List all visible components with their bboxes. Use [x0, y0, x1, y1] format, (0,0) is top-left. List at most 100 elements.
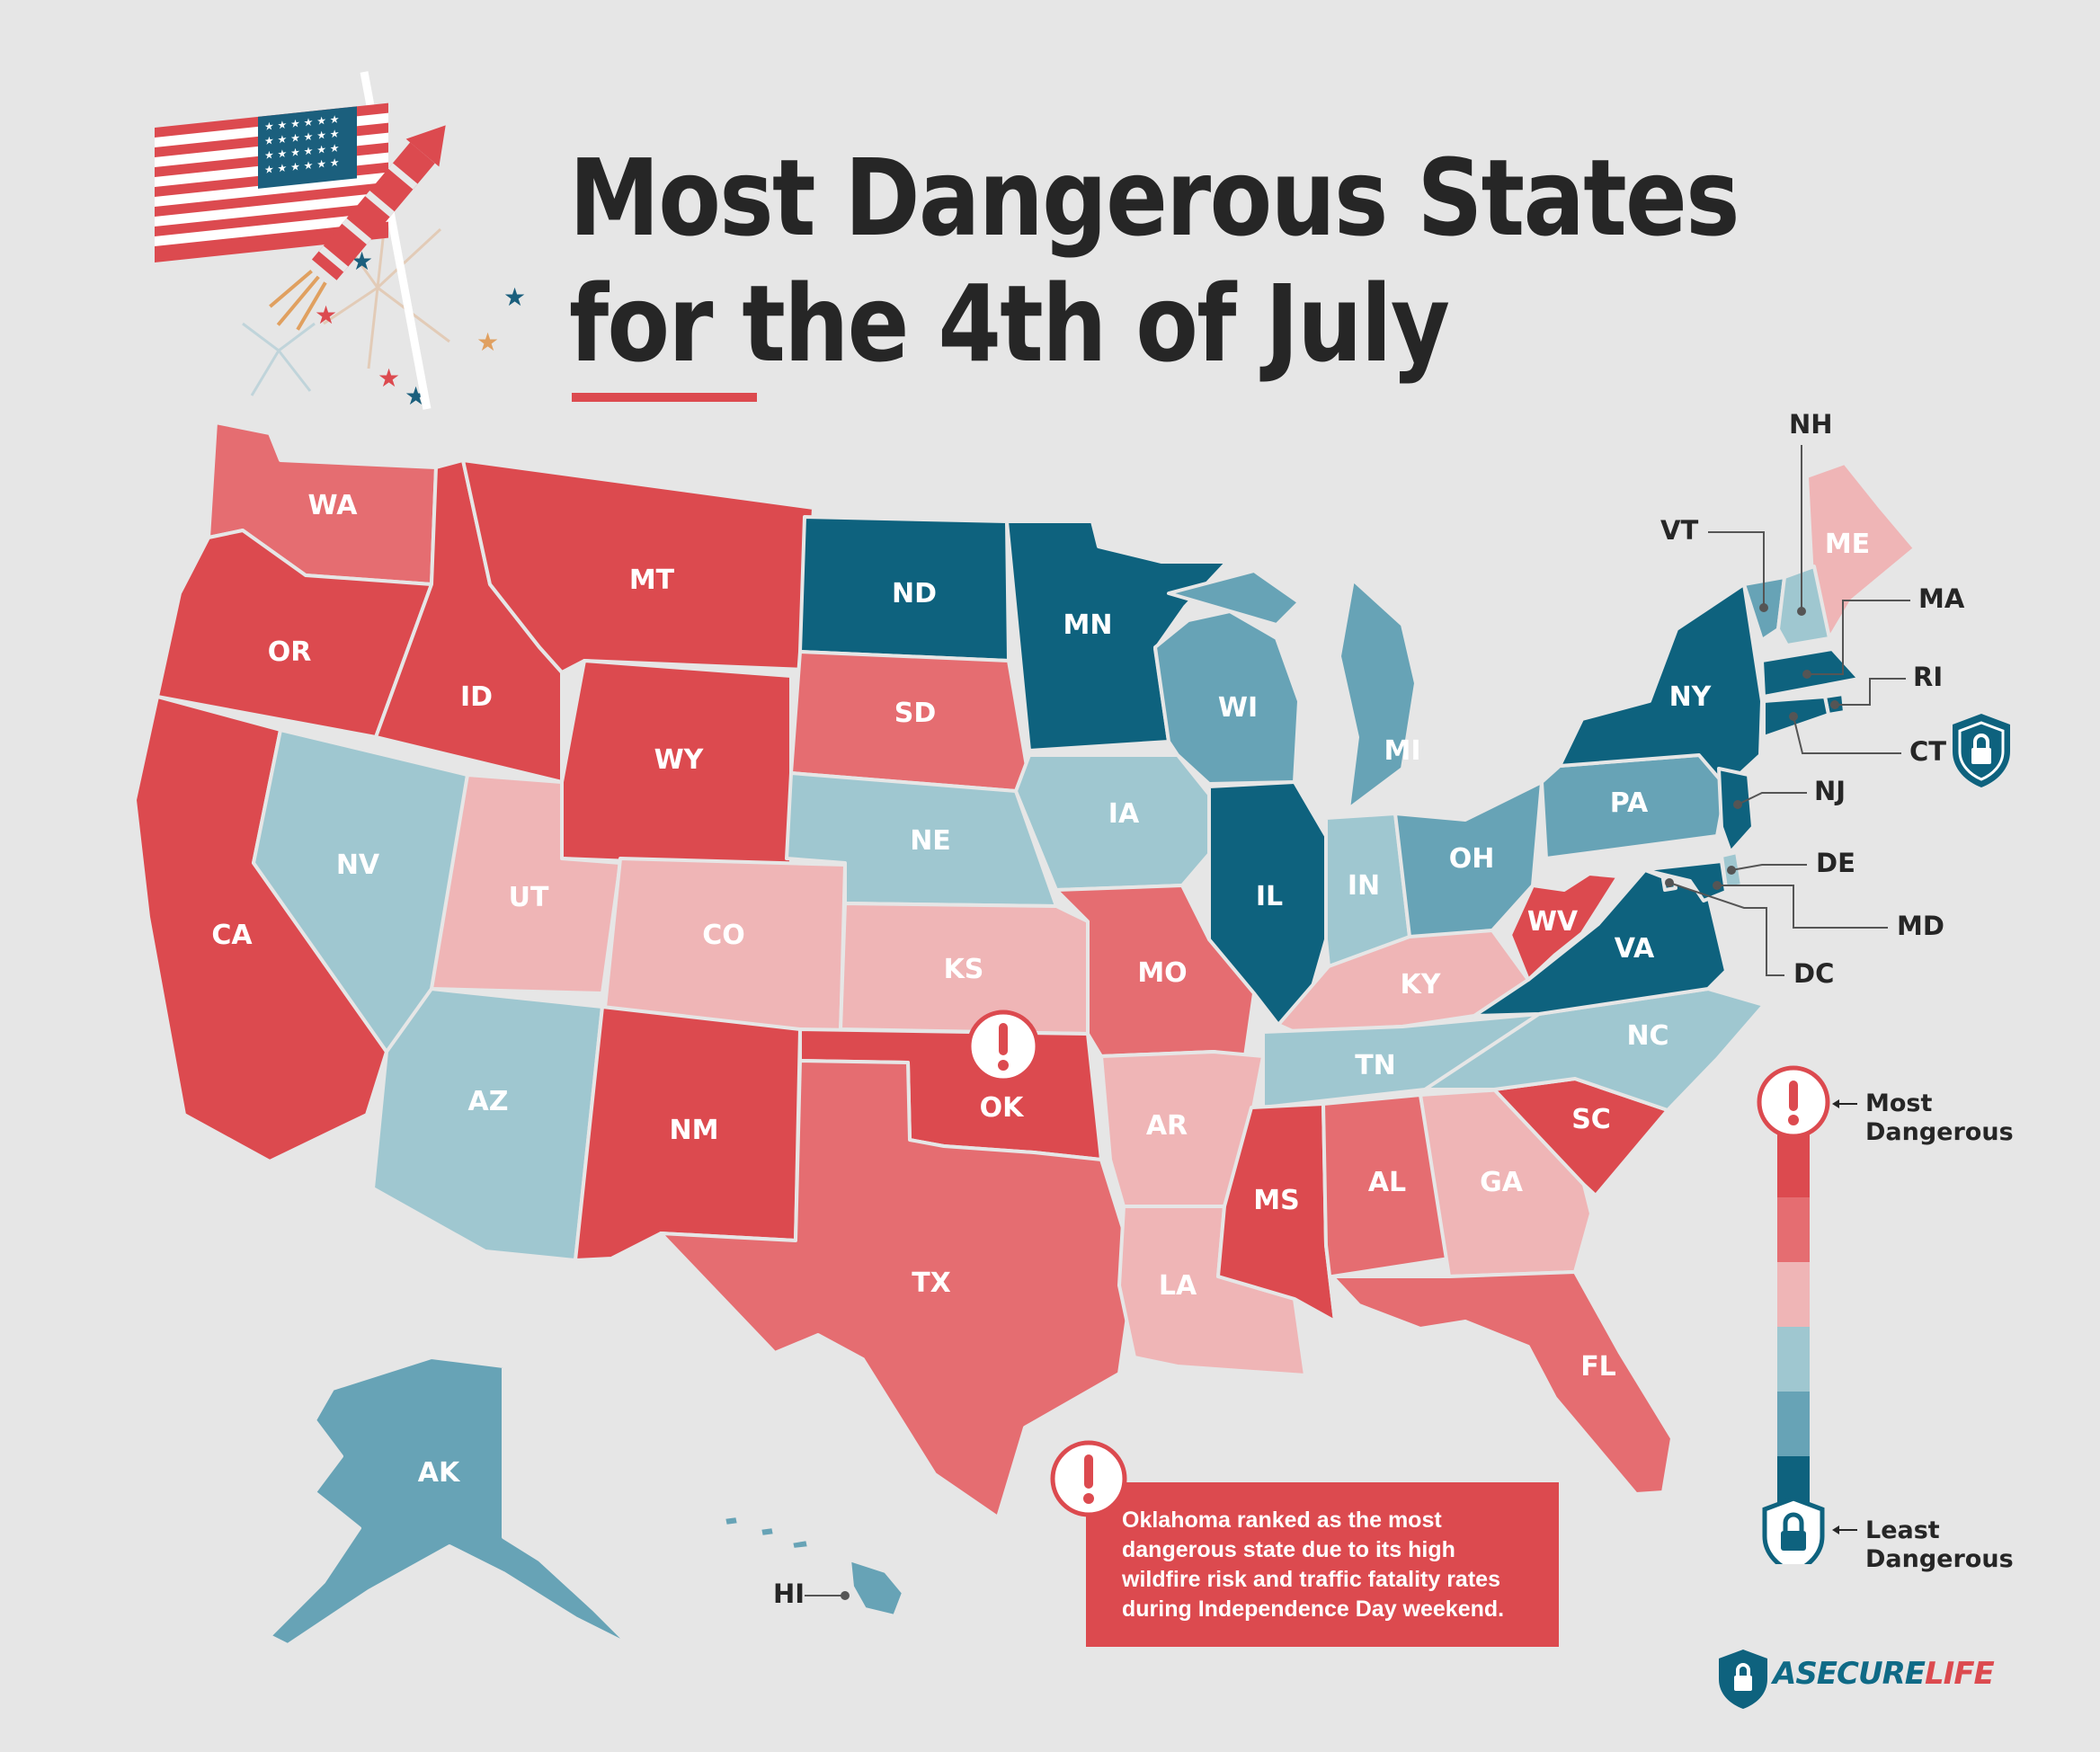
state-label-md: MD: [1897, 911, 1944, 941]
svg-text:★: ★: [476, 327, 499, 357]
legend-lock-shield-icon: [1762, 1496, 1825, 1564]
state-label-nc: NC: [1626, 1020, 1668, 1052]
state-label-mn: MN: [1063, 609, 1113, 641]
state-label-ny: NY: [1669, 681, 1713, 713]
leader-dot-md: [1713, 881, 1722, 890]
legend-arrow-icons: [1832, 1099, 1857, 1534]
state-label-ok: OK: [980, 1092, 1026, 1124]
brand-lock-shield-icon: [1719, 1650, 1767, 1709]
decoration: ★ ★ ★ ★ ★ ★ ★ ★ ★ ★ ★ ★★ ★ ★ ★ ★ ★ ★ ★ ★…: [155, 71, 526, 411]
state-label-ca: CA: [211, 920, 253, 951]
state-label-va: VA: [1615, 933, 1655, 965]
state-label-ks: KS: [944, 954, 984, 985]
state-label-ky: KY: [1401, 969, 1442, 1001]
state-label-ia: IA: [1108, 798, 1140, 830]
state-label-wa: WA: [308, 490, 359, 521]
legend-scale: [1757, 1065, 1830, 1564]
state-label-wi: WI: [1218, 692, 1258, 724]
leader-dot-vt: [1759, 603, 1768, 612]
title-line-2: for the 4th of July: [569, 262, 1450, 386]
state-label-mo: MO: [1137, 957, 1187, 989]
state-label-ri: RI: [1913, 662, 1943, 692]
state-label-vt: VT: [1660, 515, 1698, 546]
state-label-mt: MT: [629, 565, 675, 596]
legend-most-label: Most Dangerous: [1865, 1089, 2014, 1146]
state-label-pa: PA: [1610, 787, 1649, 819]
state-label-wv: WV: [1527, 906, 1579, 938]
leader-line-dc: [1668, 882, 1784, 976]
leader-dot-nj: [1733, 800, 1742, 809]
state-label-id: ID: [460, 681, 493, 713]
fireworks-burst-icon: [242, 206, 450, 396]
state-label-or: OR: [268, 636, 312, 668]
leader-line-ri: [1835, 678, 1906, 706]
state-label-nh: NH: [1789, 409, 1833, 440]
state-nh: [1776, 565, 1831, 647]
callout-text: Oklahoma ranked as the most dangerous st…: [1122, 1507, 1505, 1622]
legend-bar-level-3: [1777, 1262, 1810, 1327]
leader-line-md: [1717, 885, 1888, 929]
leader-dot-dc: [1665, 878, 1674, 887]
svg-text:★: ★: [378, 363, 400, 393]
leader-dot-ma: [1802, 670, 1811, 679]
state-wv: [1508, 872, 1620, 982]
state-label-ne: NE: [910, 825, 951, 857]
state-md: [1621, 859, 1728, 903]
state-mi: [1167, 569, 1418, 811]
leader-line-de: [1731, 864, 1807, 871]
legend-bar-level-4: [1777, 1327, 1810, 1392]
leader-line-ma: [1807, 600, 1910, 675]
leader-line-ct: [1793, 716, 1901, 754]
leader-dot-hi: [841, 1591, 850, 1600]
state-label-al: AL: [1368, 1167, 1406, 1198]
state-label-ar: AR: [1146, 1110, 1188, 1142]
state-label-co: CO: [702, 920, 745, 951]
legend-bar-level-1: [1777, 1133, 1810, 1197]
state-label-fl: FL: [1580, 1351, 1616, 1383]
brand-logo: ASECURELIFE: [1773, 1656, 1995, 1692]
leader-dot-ct: [1789, 712, 1798, 721]
leader-dot-ri: [1830, 700, 1839, 709]
state-label-in: IN: [1348, 870, 1380, 902]
state-wi: [1153, 609, 1301, 786]
state-nj: [1717, 767, 1755, 854]
state-label-sd: SD: [894, 698, 937, 729]
state-label-nm: NM: [670, 1115, 719, 1146]
state-ny: [1558, 583, 1764, 788]
legend-bar-level-5: [1777, 1392, 1810, 1456]
state-label-de: DE: [1816, 848, 1855, 878]
leader-dot-de: [1727, 866, 1736, 875]
state-az: [371, 987, 604, 1262]
state-label-me: ME: [1825, 529, 1870, 560]
title-underline: [572, 393, 757, 402]
state-label-hi: HI: [773, 1579, 805, 1609]
state-label-nj: NJ: [1814, 776, 1846, 806]
state-label-nd: ND: [892, 578, 937, 609]
state-label-ut: UT: [509, 882, 549, 913]
svg-text:★: ★: [315, 300, 337, 330]
state-label-wy: WY: [654, 744, 705, 776]
state-label-tx: TX: [912, 1267, 951, 1299]
state-label-ms: MS: [1253, 1185, 1299, 1216]
state-label-ma: MA: [1918, 583, 1965, 614]
svg-text:★: ★: [503, 282, 526, 312]
leader-dot-nh: [1797, 607, 1806, 616]
callout-box: Oklahoma ranked as the most dangerous st…: [1086, 1482, 1559, 1647]
state-label-ct: CT: [1909, 736, 1946, 767]
state-fl: [1330, 1270, 1674, 1496]
state-label-nv: NV: [336, 849, 380, 881]
state-hi: [722, 1514, 905, 1618]
state-label-il: IL: [1256, 881, 1283, 912]
leader-line-vt: [1708, 531, 1765, 608]
legend-bar-level-2: [1777, 1197, 1810, 1262]
state-label-dc: DC: [1793, 958, 1834, 989]
state-label-oh: OH: [1449, 843, 1495, 875]
state-label-ak: AK: [418, 1457, 461, 1489]
state-label-ga: GA: [1480, 1167, 1524, 1198]
leader-line-nj: [1737, 792, 1807, 805]
page-title: Most Dangerous States for the 4th of Jul…: [569, 135, 1740, 387]
state-label-sc: SC: [1571, 1104, 1611, 1135]
us-flag-icon: ★ ★ ★ ★ ★ ★★ ★ ★ ★ ★ ★ ★ ★ ★ ★ ★ ★★ ★ ★ …: [155, 71, 432, 410]
